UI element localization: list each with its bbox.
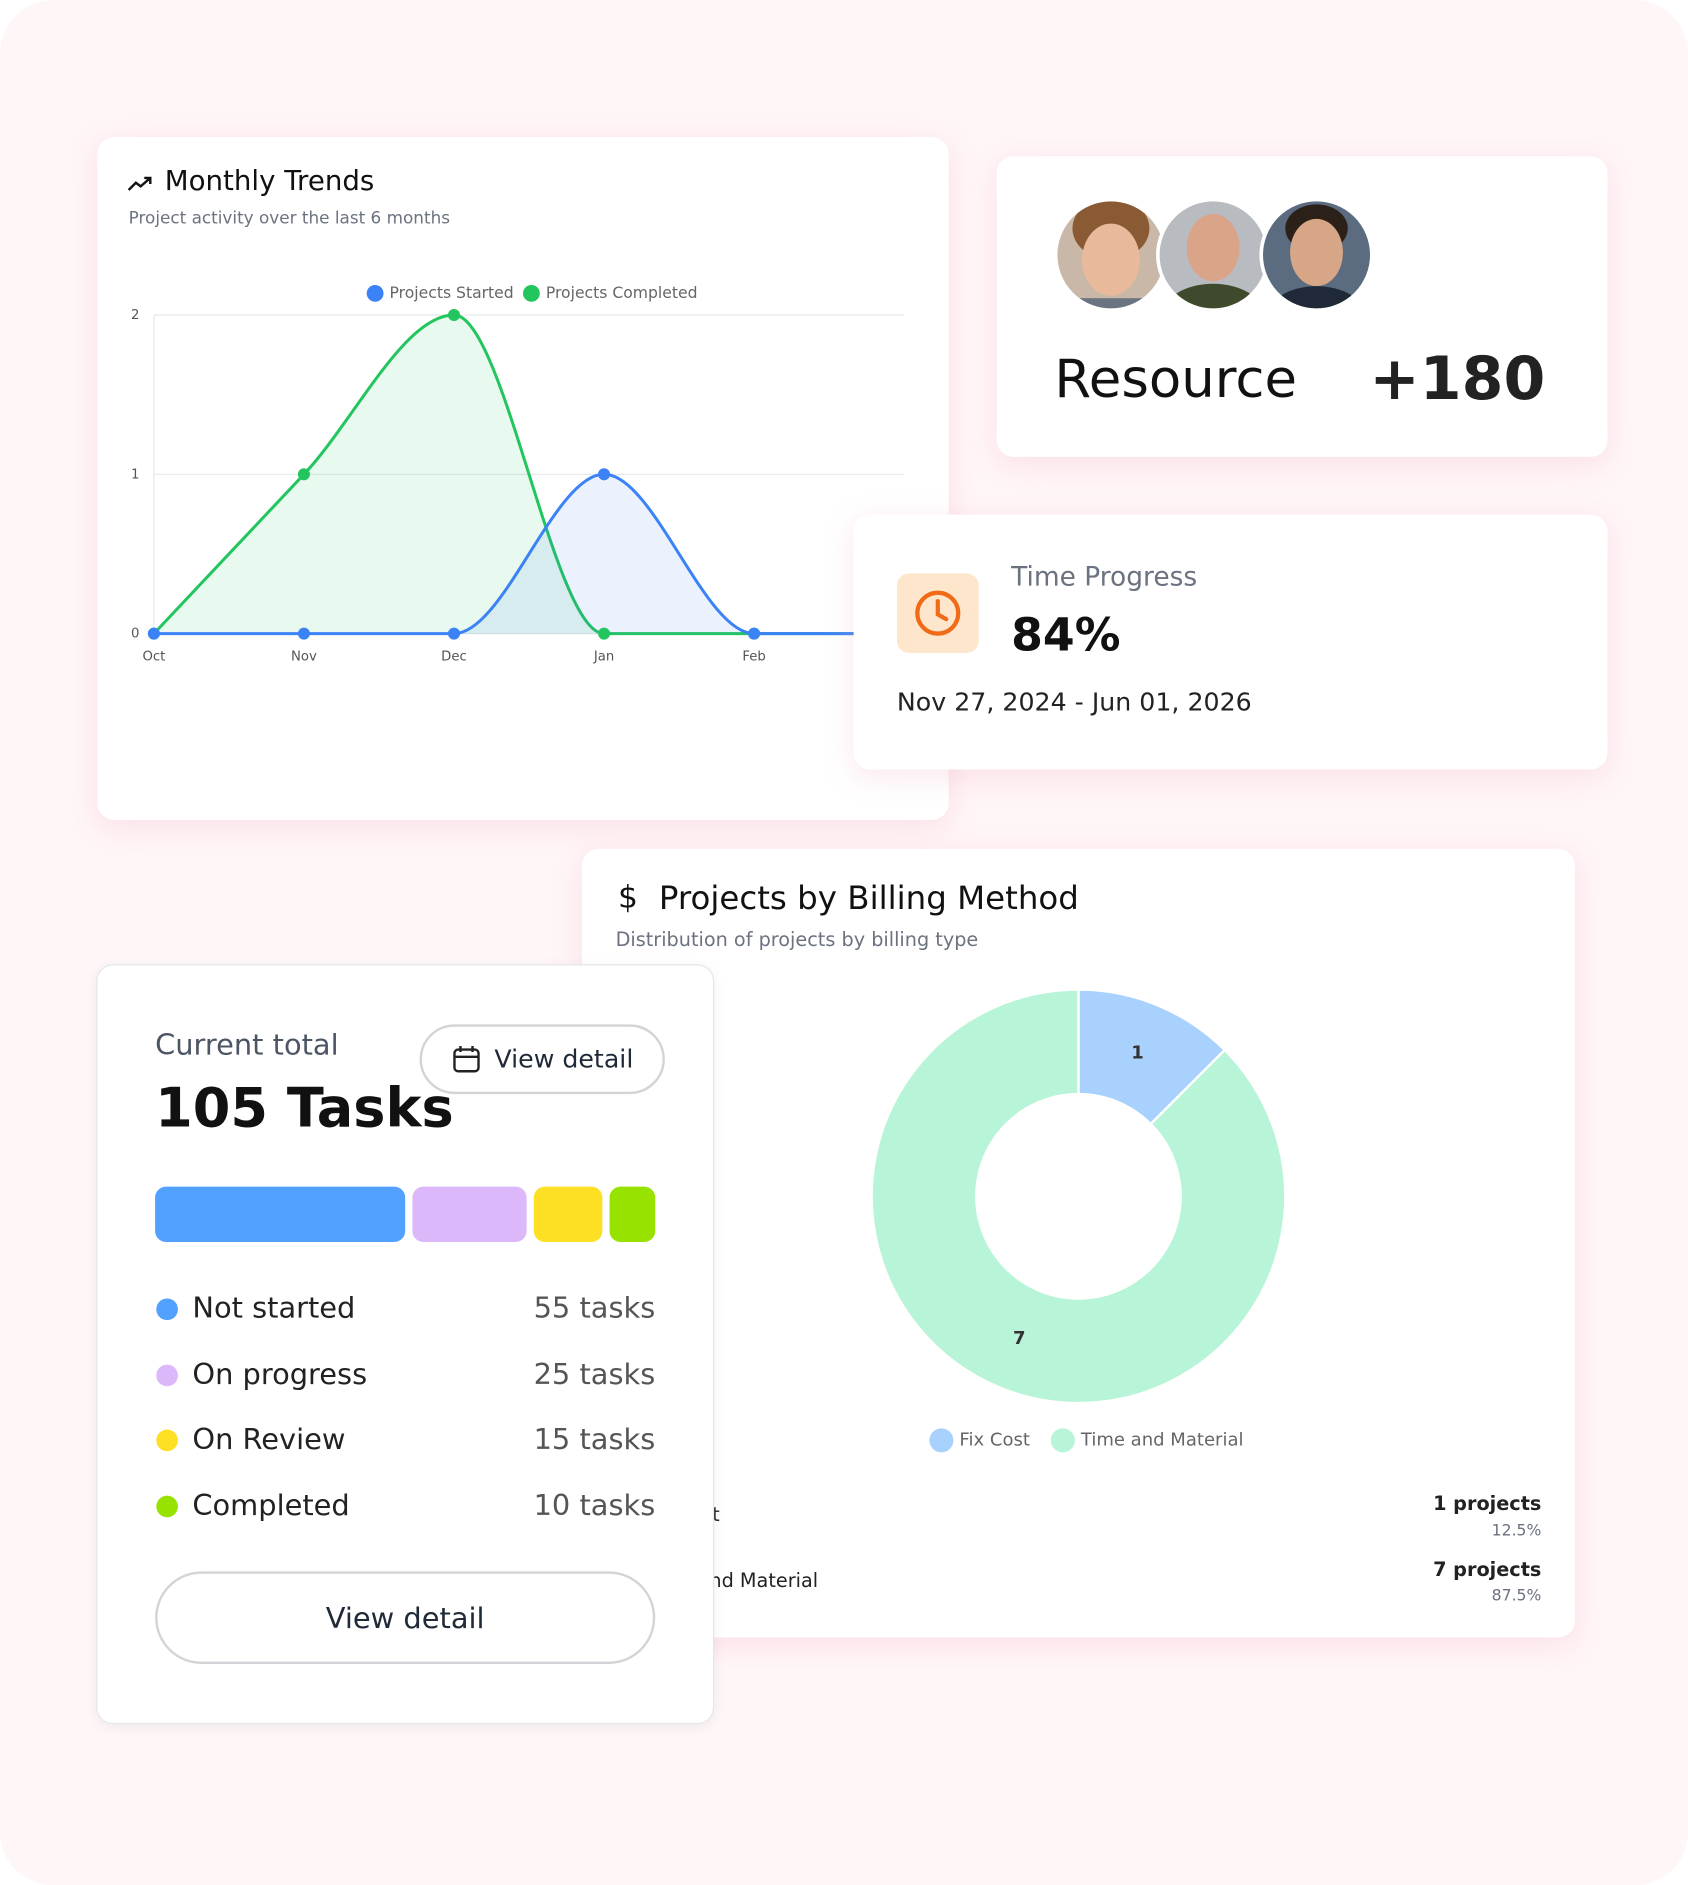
donut-chart: 1 7 Fix Cost Time and Material <box>870 988 1287 1453</box>
avatar <box>1055 199 1167 311</box>
status-dot <box>156 1364 178 1386</box>
data-label: 1 <box>1131 1043 1144 1064</box>
point <box>598 627 611 640</box>
point <box>598 468 611 481</box>
legend-swatch <box>1050 1428 1075 1453</box>
clock-icon <box>915 590 961 636</box>
trends-card: Monthly Trends Project activity over the… <box>97 137 949 820</box>
billing-row-count: 7 projects <box>1433 1558 1542 1582</box>
progress-segment <box>155 1186 406 1242</box>
x-tick-label: Nov <box>291 649 317 664</box>
x-tick-label: Jan <box>593 649 614 664</box>
billing-row-count: 1 projects <box>1433 1492 1542 1515</box>
billing-card: $ Projects by Billing Method Distributio… <box>581 848 1576 1638</box>
legend-swatch <box>366 284 384 302</box>
legend-label: Projects Started <box>390 284 514 302</box>
time-title: Time Progress <box>1011 562 1198 593</box>
progress-segment <box>534 1186 603 1242</box>
avatars <box>1053 197 1374 312</box>
status-dot <box>156 1495 178 1518</box>
status-name: Completed <box>192 1488 350 1522</box>
status-count: 25 tasks <box>533 1356 656 1391</box>
status-count: 10 tasks <box>533 1488 656 1522</box>
resource-card: Resource +180 <box>996 156 1608 457</box>
button-label: View detail <box>325 1600 485 1635</box>
point <box>297 627 310 640</box>
progress-segment <box>609 1186 656 1242</box>
status-dot <box>156 1298 178 1321</box>
y-tick-label: 1 <box>131 467 139 482</box>
legend-swatch <box>523 284 540 302</box>
resource-label: Resource <box>1054 348 1298 410</box>
status-count: 55 tasks <box>533 1291 656 1325</box>
billing-row-share: 12.5% <box>1491 1522 1542 1541</box>
y-tick-label: 0 <box>131 627 139 642</box>
point <box>147 627 160 640</box>
donut-segment <box>870 988 1287 1405</box>
tasks-card: Current total 105 Tasks View detail View… <box>96 964 715 1725</box>
point <box>447 308 460 322</box>
status-name: Not started <box>192 1291 356 1325</box>
time-range: Nov 27, 2024 - Jun 01, 2026 <box>896 687 1252 717</box>
status-count: 15 tasks <box>533 1422 656 1457</box>
trends-subtitle: Project activity over the last 6 months <box>128 209 451 229</box>
avatar <box>1157 199 1269 311</box>
y-tick-label: 2 <box>131 308 139 323</box>
tasks-total: 105 Tasks <box>155 1076 454 1140</box>
point <box>297 468 310 481</box>
data-label: 7 <box>1013 1328 1026 1349</box>
status-dot <box>156 1429 178 1452</box>
x-tick-label: Oct <box>142 649 165 664</box>
clock-icon-box <box>896 573 979 653</box>
calendar-icon <box>453 1046 480 1073</box>
dollar-icon: $ <box>617 880 638 917</box>
view-detail-button[interactable]: View detail <box>419 1024 665 1095</box>
point <box>748 627 761 640</box>
status-name: On progress <box>192 1356 368 1391</box>
billing-title: Projects by Billing Method <box>658 880 1079 918</box>
legend-label: Fix Cost <box>959 1429 1029 1450</box>
legend-swatch <box>929 1428 954 1453</box>
legend-label: Projects Completed <box>546 284 698 302</box>
x-tick-label: Feb <box>742 649 765 664</box>
billing-subtitle: Distribution of projects by billing type <box>615 928 979 952</box>
point <box>447 627 460 640</box>
status-name: On Review <box>192 1422 346 1457</box>
view-detail-button[interactable]: View detail <box>155 1571 656 1664</box>
time-value: 84% <box>1011 608 1121 662</box>
time-card: Time Progress 84% Nov 27, 2024 - Jun 01,… <box>853 514 1608 770</box>
resource-count: +180 <box>1369 343 1546 414</box>
tasks-caption: Current total <box>155 1027 339 1062</box>
trends-title: Monthly Trends <box>164 165 375 198</box>
x-tick-label: Dec <box>441 649 467 664</box>
button-label: View detail <box>494 1044 634 1074</box>
legend-label: Time and Material <box>1080 1429 1244 1450</box>
progress-segment <box>412 1186 527 1242</box>
trend-icon <box>127 176 152 191</box>
line-chart: 0 1 2 Oct Nov Dec Jan Feb Projects Started Projec… <box>131 284 911 664</box>
avatar <box>1261 199 1372 311</box>
billing-row-share: 87.5% <box>1491 1587 1542 1606</box>
